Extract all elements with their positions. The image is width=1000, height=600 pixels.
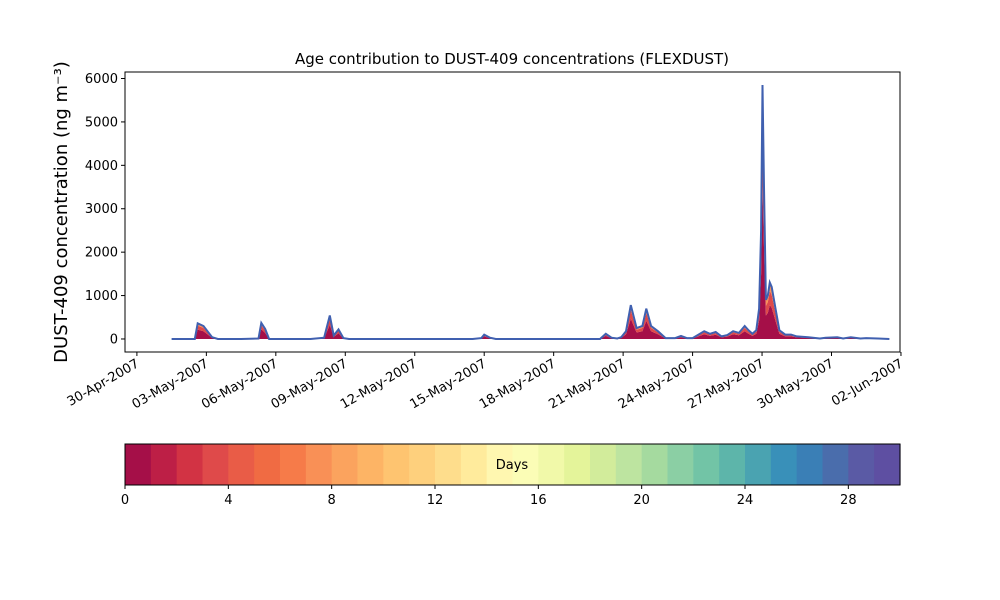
chart-title: Age contribution to DUST-409 concentrati…	[295, 50, 729, 68]
x-tick-label: 21-May-2007	[546, 356, 628, 412]
y-tick-label: 2000	[85, 246, 118, 261]
age-layer-1	[171, 123, 890, 339]
age-layer-0	[171, 186, 890, 339]
colorbar-tick-label: 24	[737, 493, 754, 508]
colorbar-cell	[848, 444, 875, 485]
colorbar-cell	[460, 444, 488, 485]
colorbar-cell	[254, 444, 281, 485]
x-tick-label: 15-May-2007	[408, 356, 490, 412]
colorbar-label: Days	[496, 458, 529, 473]
colorbar-cell	[874, 444, 901, 485]
x-tick-label: 09-May-2007	[269, 356, 351, 412]
colorbar-tick-label: 28	[840, 493, 857, 508]
colorbar-cell	[331, 444, 359, 485]
y-axis-label: DUST-409 concentration (ng m⁻³)	[51, 61, 72, 363]
x-tick-label: 06-May-2007	[199, 356, 281, 412]
y-tick-label: 0	[110, 332, 118, 347]
age-layer-2	[171, 85, 890, 339]
colorbar-tick-label: 12	[427, 493, 444, 508]
colorbar-tick-label: 0	[121, 493, 129, 508]
x-tick-label: 18-May-2007	[477, 356, 559, 412]
colorbar-cell	[590, 444, 617, 485]
colorbar-cell	[357, 444, 384, 485]
axes-frame	[124, 71, 901, 353]
y-tick-label: 3000	[85, 202, 118, 217]
colorbar-tick-label: 4	[224, 493, 232, 508]
colorbar-frame	[124, 443, 901, 486]
colorbar-cell	[486, 444, 514, 485]
colorbar-cell	[280, 444, 307, 485]
colorbar-cell	[641, 444, 669, 485]
colorbar-cell	[305, 444, 333, 485]
colorbar-tick-label: 20	[633, 493, 650, 508]
plot-area: 0 1000 2000 3000 4000 5000 6000 30-Apr-200703-…	[65, 71, 906, 412]
colorbar-cells	[125, 444, 901, 485]
colorbar-cell	[228, 444, 255, 485]
total-concentration-line	[171, 84, 890, 340]
colorbar-cell	[125, 444, 152, 485]
x-tick-label: 02-Jun-2007	[829, 356, 906, 409]
x-axis-ticks: 30-Apr-200703-May-200706-May-200709-May-…	[65, 352, 906, 412]
y-tick-label: 4000	[85, 159, 118, 174]
x-tick-label: 12-May-2007	[338, 356, 420, 412]
colorbar-cell	[435, 444, 462, 485]
x-tick-label: 30-May-2007	[755, 356, 837, 412]
colorbar-cell	[667, 444, 694, 485]
y-tick-label: 5000	[85, 115, 118, 130]
x-tick-label: 27-May-2007	[685, 356, 767, 412]
colorbar-cell	[150, 444, 178, 485]
colorbar-ticks: 0 4 8 12 16 20 24 28	[121, 485, 857, 508]
colorbar-cell	[693, 444, 720, 485]
colorbar-cell	[745, 444, 772, 485]
age-area-layers	[171, 85, 890, 339]
colorbar-cell	[383, 444, 410, 485]
colorbar-cell	[615, 444, 643, 485]
colorbar-cell	[719, 444, 746, 485]
colorbar-cell	[538, 444, 565, 485]
colorbar-cell	[770, 444, 798, 485]
y-tick-label: 1000	[85, 289, 118, 304]
colorbar-cell	[512, 444, 539, 485]
colorbar-cell	[176, 444, 204, 485]
y-tick-label: 6000	[85, 72, 118, 87]
x-tick-label: 24-May-2007	[616, 356, 698, 412]
colorbar-cell	[796, 444, 824, 485]
colorbar-tick-label: 16	[530, 493, 547, 508]
colorbar-cell	[202, 444, 229, 485]
colorbar: Days 0 4 8 12 16 20 24 28	[121, 443, 901, 508]
colorbar-cell	[564, 444, 591, 485]
colorbar-tick-label: 8	[328, 493, 336, 508]
colorbar-cell	[822, 444, 849, 485]
colorbar-cell	[409, 444, 436, 485]
y-axis-ticks: 0 1000 2000 3000 4000 5000 6000	[85, 72, 125, 347]
x-tick-label: 03-May-2007	[130, 356, 212, 412]
